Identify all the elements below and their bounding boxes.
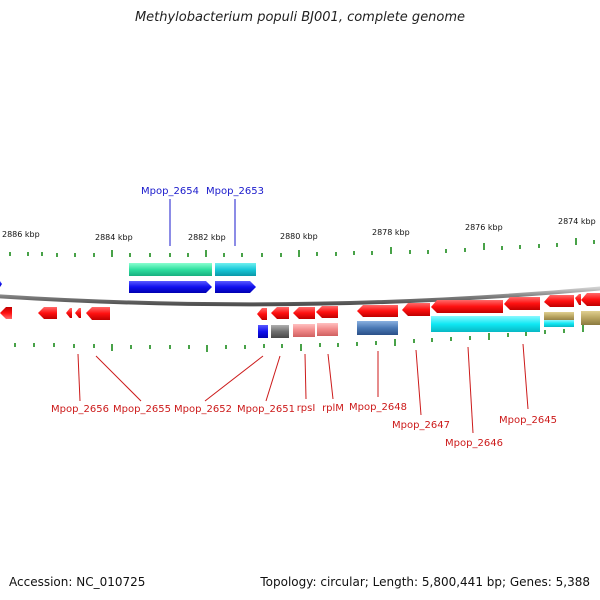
axis-label: 2878 kbp: [372, 228, 410, 237]
gene-label-mpop-2655[interactable]: Mpop_2655: [113, 404, 171, 415]
axis-label: 2882 kbp: [188, 233, 226, 242]
gene-label-mpop-2653[interactable]: Mpop_2653: [206, 186, 264, 197]
cds-arrow[interactable]: [257, 308, 267, 320]
lower-gene-row: [258, 311, 600, 338]
gene-label-mpop-2651[interactable]: Mpop_2651: [237, 404, 295, 415]
feature-box-steel[interactable]: [357, 321, 398, 335]
feature-box-rpsi[interactable]: [293, 324, 315, 337]
genome-backbone: [0, 286, 600, 307]
feature-mpop-2654-gene[interactable]: [129, 263, 212, 276]
cds-arrow[interactable]: [402, 303, 430, 316]
axis-label: 2880 kbp: [280, 232, 318, 241]
cds-arrow[interactable]: [544, 295, 574, 307]
cds-arrow[interactable]: [75, 308, 81, 318]
cds-arrow[interactable]: [293, 307, 315, 319]
genome-title: Methylobacterium populi BJ001, complete …: [134, 10, 466, 25]
gene-label-mpop-2656[interactable]: Mpop_2656: [51, 404, 109, 415]
upper-features: [0, 263, 256, 293]
gene-label-mpop-2646[interactable]: Mpop_2646: [445, 438, 503, 449]
feature-mpop-2653-gene[interactable]: [215, 263, 256, 276]
cds-arrow[interactable]: [38, 307, 57, 319]
feature-box-olive-edge[interactable]: [581, 311, 600, 325]
gene-label-mpop-2647[interactable]: Mpop_2647: [392, 420, 450, 431]
cds-arrow[interactable]: [504, 297, 540, 310]
bottom-gene-labels: Mpop_2656 Mpop_2655 Mpop_2652 Mpop_2651 …: [51, 343, 557, 449]
feature-box-olive[interactable]: [544, 312, 574, 321]
feature-box-cyan-small[interactable]: [544, 320, 574, 327]
gene-label-rplm[interactable]: rplM: [322, 403, 344, 414]
axis-label: 2876 kbp: [465, 223, 503, 232]
feature-mpop-2653-cds[interactable]: [215, 281, 256, 293]
cds-arrow[interactable]: [575, 294, 581, 305]
gene-label-rpsi[interactable]: rpsI: [297, 403, 316, 414]
cds-arrow[interactable]: [431, 300, 503, 313]
gene-label-mpop-2648[interactable]: Mpop_2648: [349, 402, 407, 413]
axis-label: 2884 kbp: [95, 233, 133, 242]
feature-box-blue[interactable]: [258, 325, 268, 338]
lower-ticks: [14, 325, 584, 352]
feature-edge-cds[interactable]: [0, 281, 2, 287]
accession-text: Accession: NC_010725: [9, 575, 146, 589]
gene-label-mpop-2652[interactable]: Mpop_2652: [174, 404, 232, 415]
feature-box-rplm[interactable]: [317, 323, 338, 336]
topology-text: Topology: circular; Length: 5,800,441 bp…: [260, 575, 590, 589]
feature-mpop-2654-cds[interactable]: [129, 281, 212, 293]
gene-label-mpop-2645[interactable]: Mpop_2645: [499, 415, 557, 426]
axis-label: 2886 kbp: [2, 230, 40, 239]
top-gene-labels: Mpop_2654 Mpop_2653: [141, 186, 264, 246]
cds-arrow[interactable]: [357, 305, 398, 317]
axis-label: 2874 kbp: [558, 217, 596, 226]
cds-arrow[interactable]: [86, 307, 110, 320]
cds-arrow[interactable]: [0, 307, 12, 319]
gene-label-mpop-2654[interactable]: Mpop_2654: [141, 186, 199, 197]
feature-box-mpop-2646[interactable]: [431, 316, 540, 332]
cds-arrow[interactable]: [581, 293, 600, 306]
cds-arrow[interactable]: [316, 306, 338, 318]
feature-box-gray[interactable]: [271, 325, 289, 338]
cds-arrow[interactable]: [66, 308, 72, 318]
cds-arrow[interactable]: [271, 307, 289, 319]
upper-ticks: [9, 238, 595, 257]
lower-cds-row: [0, 293, 600, 320]
